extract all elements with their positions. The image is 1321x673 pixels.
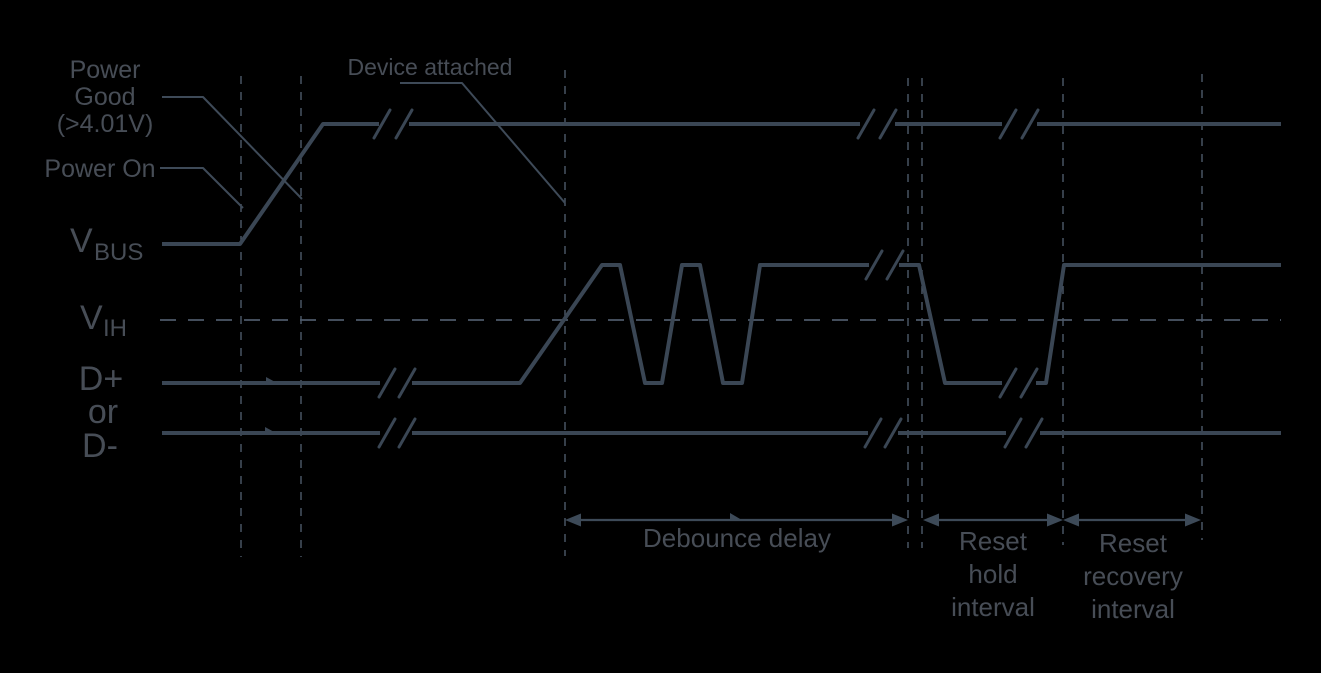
vbus-label-base: V [70, 222, 93, 260]
break-mark [863, 417, 883, 449]
break-mark [878, 108, 898, 140]
break-mark [885, 249, 905, 281]
power-on-label: Power On [44, 155, 155, 183]
reset-recovery-label: Reset recovery interval [1083, 528, 1183, 624]
break-mark [864, 249, 884, 281]
dminus-waveform [162, 417, 1281, 449]
dplus-label: D+ [79, 360, 123, 398]
power-on-leader-line [160, 167, 244, 209]
break-mark [856, 108, 876, 140]
power-good-label: Power Good (>4.01V) [57, 56, 154, 138]
reset-hold-line1: Reset [959, 526, 1028, 556]
break-mark [1020, 108, 1040, 140]
vbus-waveform [162, 108, 1281, 246]
break-mark [998, 367, 1018, 399]
debounce-delay-arrow [565, 513, 908, 527]
arrowhead-left-icon [1063, 513, 1079, 527]
break-mark [1024, 417, 1044, 449]
reset-recovery-line3: interval [1091, 594, 1175, 624]
debounce-delay-label: Debounce delay [643, 523, 831, 553]
vih-label: V IH [80, 299, 127, 342]
vih-label-sub: IH [103, 315, 127, 342]
reset-hold-line2: hold [968, 559, 1017, 589]
device-attached-leader-line [400, 82, 566, 204]
reset-hold-line3: interval [951, 592, 1035, 622]
reset-recovery-line1: Reset [1099, 528, 1168, 558]
or-label: or [88, 393, 118, 431]
arrowhead-right-icon [1047, 513, 1063, 527]
break-mark [377, 367, 397, 399]
power-good-line2: Good [74, 83, 135, 111]
arrowhead-left-icon [923, 513, 939, 527]
power-good-leader-line [162, 96, 303, 200]
break-mark [397, 367, 417, 399]
break-mark [883, 417, 903, 449]
break-mark [998, 108, 1018, 140]
break-mark [1003, 417, 1023, 449]
break-mark [372, 108, 392, 140]
vbus-label-sub: BUS [94, 239, 143, 266]
reset-hold-label: Reset hold interval [951, 526, 1035, 622]
dminus-label: D- [82, 427, 118, 465]
reset-recovery-arrow [1063, 513, 1201, 527]
power-good-line3: (>4.01V) [57, 110, 154, 138]
direction-arrow-icon [265, 427, 276, 433]
break-mark [397, 417, 417, 449]
device-attached-label: Device attached [348, 54, 513, 80]
break-mark [394, 108, 414, 140]
arrowhead-right-icon [1185, 513, 1201, 527]
direction-arrow-icon [730, 513, 741, 520]
power-good-line1: Power [70, 56, 141, 84]
break-mark [1019, 367, 1039, 399]
arrowhead-right-icon [892, 513, 908, 527]
reset-hold-arrow [923, 513, 1063, 527]
vih-label-base: V [80, 299, 103, 337]
break-mark [377, 417, 397, 449]
dplus-waveform [162, 249, 1281, 399]
reset-recovery-line2: recovery [1083, 561, 1183, 591]
direction-arrow-icon [266, 377, 277, 383]
vbus-label: V BUS [70, 222, 143, 266]
arrowhead-left-icon [565, 513, 581, 527]
